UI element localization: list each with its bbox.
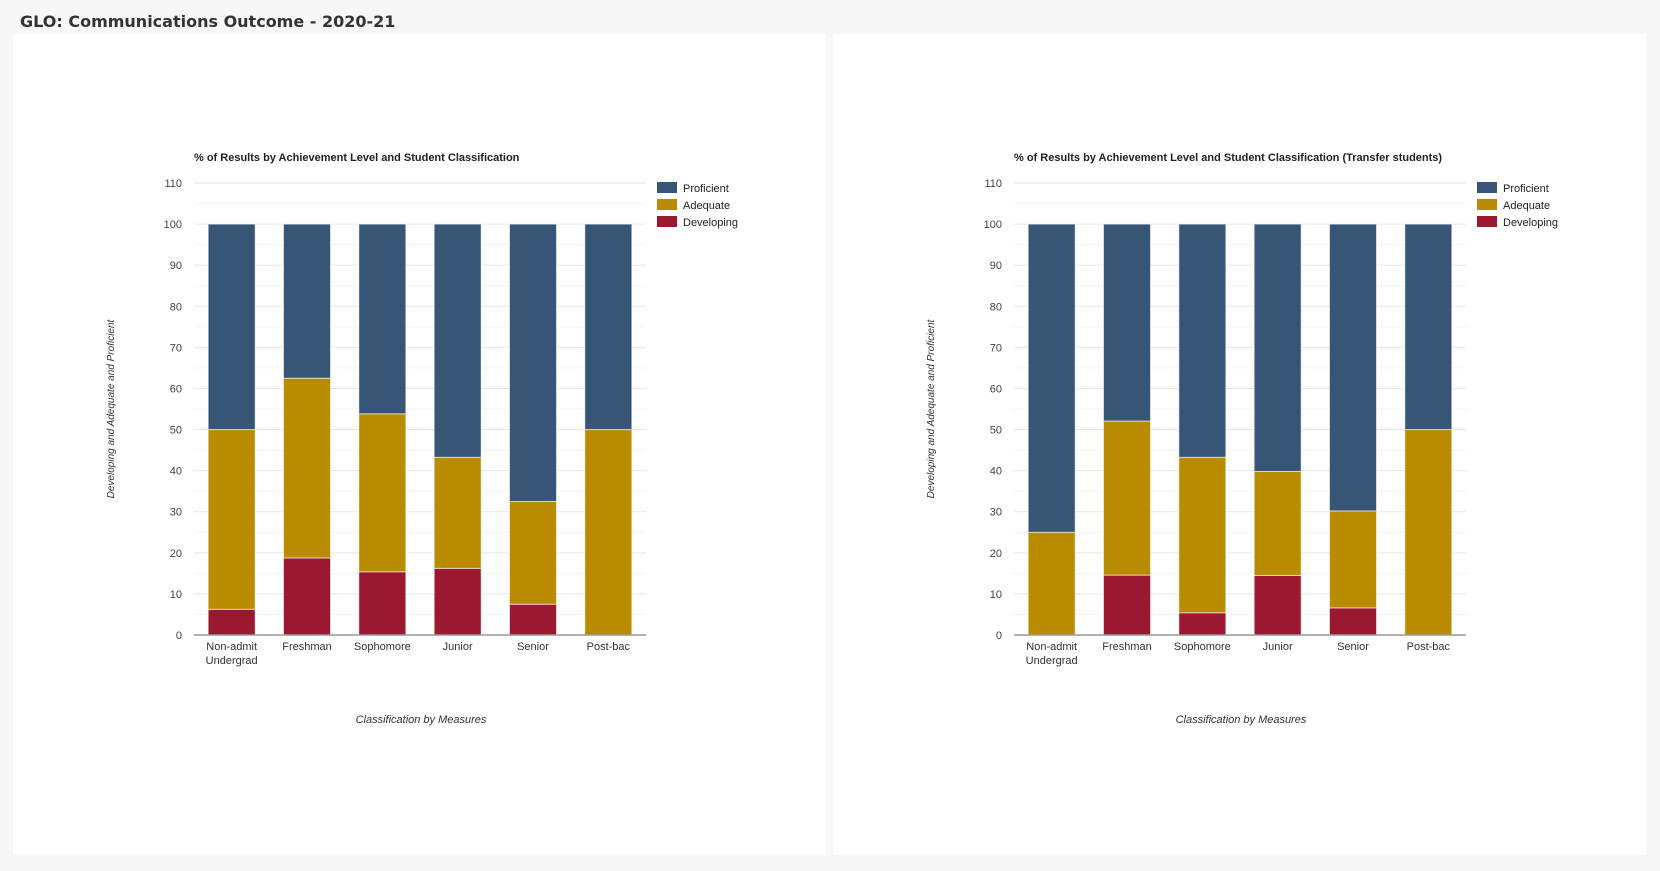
y-tick-label: 110 [984, 178, 1002, 190]
y-tick-label: 60 [990, 383, 1002, 395]
page-title: GLO: Communications Outcome - 2020-21 [20, 12, 396, 31]
bar-segment-adequate [584, 429, 633, 636]
y-tick-label: 40 [170, 466, 182, 478]
chart-panel-all-students: % of Results by Achievement Level and St… [13, 34, 826, 855]
bar-segment-adequate [283, 377, 331, 559]
chart-title: % of Results by Achievement Level and St… [1014, 152, 1442, 164]
bar-segment-adequate [433, 456, 482, 569]
bar-segment-proficient [433, 223, 482, 458]
bar-segment-proficient [1253, 223, 1302, 472]
legend-swatch-proficient [657, 182, 677, 193]
y-tick-label: 10 [170, 589, 182, 601]
legend-label-adequate: Adequate [683, 200, 730, 212]
stacked-bar-chart: % of Results by Achievement Level and St… [106, 152, 738, 726]
y-tick-label: 90 [990, 260, 1002, 272]
x-tick-label: Post-bac [587, 641, 631, 653]
x-tick-label: Junior [1263, 641, 1293, 653]
x-tick-label: Post-bac [1407, 641, 1451, 653]
legend-label-adequate: Adequate [1503, 200, 1550, 212]
x-axis-label: Classification by Measures [1176, 714, 1307, 726]
legend-label-developing: Developing [1503, 217, 1558, 229]
bar-segment-proficient [1103, 223, 1151, 422]
y-tick-label: 10 [990, 589, 1002, 601]
x-tick-label: Junior [443, 641, 473, 653]
bar-segment-proficient [1027, 223, 1076, 533]
bar-segment-proficient [1329, 223, 1377, 512]
y-tick-label: 20 [990, 548, 1002, 560]
legend-label-developing: Developing [683, 217, 738, 229]
bar-segment-developing [1253, 574, 1302, 636]
x-tick-label: Non-admit Undergrad [1026, 641, 1078, 667]
y-tick-label: 0 [176, 630, 182, 642]
y-tick-label: 100 [164, 219, 182, 231]
bar-segment-adequate [1027, 531, 1076, 636]
bar-segment-adequate [1329, 510, 1377, 609]
y-tick-label: 0 [996, 630, 1002, 642]
y-tick-label: 110 [164, 178, 182, 190]
bar-segment-proficient [1178, 223, 1227, 458]
x-tick-label: Senior [1337, 641, 1369, 653]
y-tick-label: 90 [170, 260, 182, 272]
bar-segment-developing [283, 557, 331, 636]
bar-segment-proficient [358, 223, 407, 415]
y-axis-label: Developing and Adequate and Proficient [926, 318, 937, 498]
legend-swatch-adequate [1477, 199, 1497, 210]
bar-segment-proficient [584, 223, 633, 431]
bar-segment-developing [509, 603, 557, 636]
bar-segment-proficient [509, 223, 557, 502]
y-tick-label: 70 [170, 342, 182, 354]
y-tick-label: 60 [170, 383, 182, 395]
bar-segment-proficient [1404, 223, 1453, 431]
x-tick-label: Senior [517, 641, 549, 653]
bar-segment-adequate [207, 429, 256, 610]
y-tick-label: 50 [170, 425, 182, 437]
chart-title: % of Results by Achievement Level and St… [194, 152, 520, 164]
y-tick-label: 30 [170, 507, 182, 519]
y-tick-label: 40 [990, 466, 1002, 478]
bar-segment-proficient [283, 223, 331, 379]
bar-segment-developing [1329, 607, 1377, 636]
bar-segment-adequate [1178, 456, 1227, 614]
bar-segment-adequate [1404, 429, 1453, 636]
x-tick-label: Freshman [282, 641, 332, 653]
bar-segment-developing [1103, 574, 1151, 636]
y-tick-label: 100 [984, 219, 1002, 231]
bar-segment-adequate [509, 500, 557, 605]
chart-panel-transfer-students: % of Results by Achievement Level and St… [833, 34, 1646, 855]
legend-label-proficient: Proficient [683, 183, 729, 195]
bar-segment-developing [207, 608, 256, 636]
legend-swatch-developing [657, 216, 677, 227]
y-tick-label: 80 [170, 301, 182, 313]
bar-segment-adequate [1103, 420, 1151, 576]
x-tick-label: Sophomore [1174, 641, 1231, 653]
y-tick-label: 80 [990, 301, 1002, 313]
legend-label-proficient: Proficient [1503, 183, 1549, 195]
y-tick-label: 50 [990, 425, 1002, 437]
bar-segment-developing [433, 567, 482, 636]
bar-segment-adequate [1253, 470, 1302, 576]
x-tick-label: Sophomore [354, 641, 411, 653]
bar-segment-proficient [207, 223, 256, 431]
x-tick-label: Freshman [1102, 641, 1152, 653]
legend-swatch-adequate [657, 199, 677, 210]
legend-swatch-proficient [1477, 182, 1497, 193]
y-axis-label: Developing and Adequate and Proficient [106, 318, 117, 498]
bar-segment-developing [1178, 612, 1227, 636]
bar-segment-adequate [358, 413, 407, 573]
x-axis-label: Classification by Measures [356, 714, 487, 726]
y-tick-label: 30 [990, 507, 1002, 519]
legend-swatch-developing [1477, 216, 1497, 227]
x-tick-label: Non-admit Undergrad [206, 641, 258, 667]
y-tick-label: 70 [990, 342, 1002, 354]
y-tick-label: 20 [170, 548, 182, 560]
bar-segment-developing [358, 571, 407, 636]
stacked-bar-chart: % of Results by Achievement Level and St… [926, 152, 1558, 726]
